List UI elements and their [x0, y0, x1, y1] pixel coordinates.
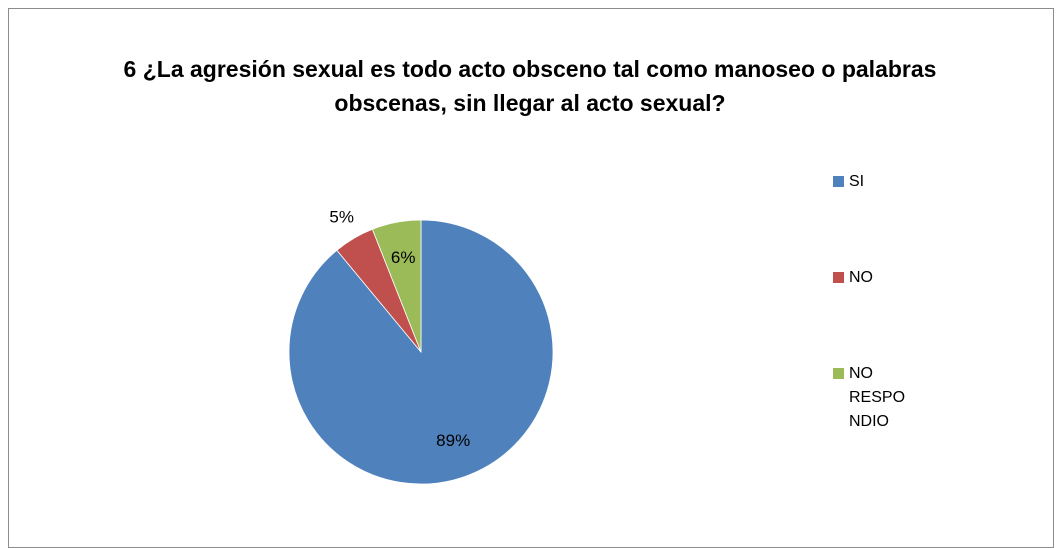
legend-entry: SI [833, 170, 911, 194]
chart: 89% 5% 6% [288, 207, 554, 485]
legend-swatch [833, 176, 844, 187]
data-label: 89% [436, 431, 470, 450]
pie-slice [371, 219, 422, 353]
legend-label: NO [849, 269, 873, 286]
legend-entry: NO RESPONDIO [833, 362, 911, 434]
legend-swatch [833, 272, 844, 283]
data-label: 5% [329, 207, 354, 226]
legend-label: NO RESPONDIO [849, 365, 906, 430]
chart-title: 6 ¿La agresión sexual es todo acto obsce… [123, 56, 937, 116]
data-label: 6% [391, 248, 416, 267]
legend-entry: NO [833, 266, 911, 290]
legend-swatch [833, 368, 844, 379]
legend-label: SI [849, 173, 865, 190]
page: {"chart_data": {"type": "pie", "title": … [8, 8, 1054, 548]
